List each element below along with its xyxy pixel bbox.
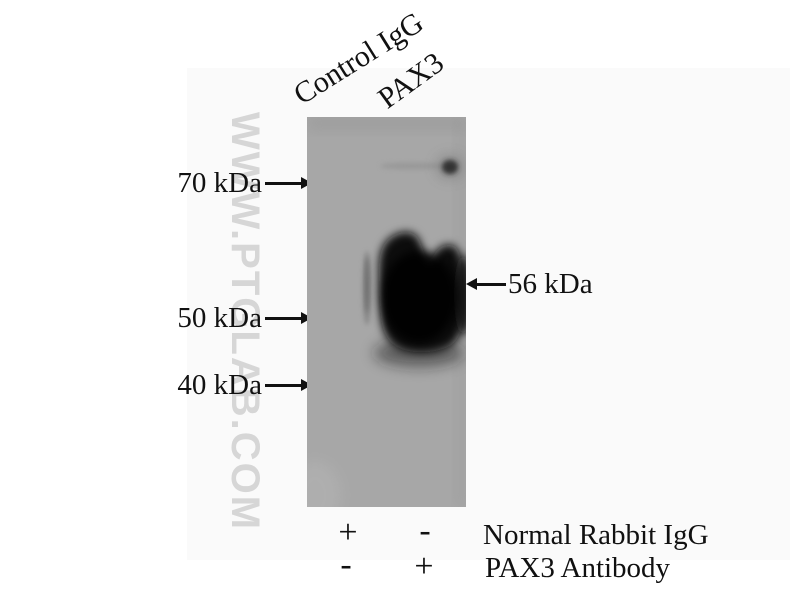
arrow-right-50kda-icon xyxy=(265,312,312,324)
sample-row-label-pax3-antibody: PAX3 Antibody xyxy=(485,552,671,584)
mw-marker-40kda: 40 kDa xyxy=(177,369,262,401)
sample-sign-row2-control: - xyxy=(340,546,352,583)
arrow-left-56kda-icon xyxy=(466,278,506,290)
blot-top-shade xyxy=(307,117,466,129)
arrow-head xyxy=(301,177,312,189)
band-56kda-right-edge xyxy=(454,255,466,335)
arrow-shaft xyxy=(475,283,506,286)
arrow-shaft xyxy=(265,182,303,185)
arrow-head xyxy=(301,379,312,391)
mw-marker-50kda: 50 kDa xyxy=(177,302,262,334)
band-56kda-core xyxy=(382,251,456,343)
streak-70kda xyxy=(380,162,444,170)
mw-marker-70kda: 70 kDa xyxy=(177,167,262,199)
control-lane-smear-core xyxy=(365,257,369,313)
sample-sign-row1-control: + xyxy=(338,514,358,551)
sample-sign-row2-pax3: + xyxy=(414,548,434,585)
watermark-text: WWW.PTGLAB.COM xyxy=(223,112,267,532)
band-annotation-56kda: 56 kDa xyxy=(508,268,593,300)
arrow-right-70kda-icon xyxy=(265,177,312,189)
blot-image xyxy=(307,117,466,507)
spot-70kda xyxy=(442,160,458,174)
blot-corner-light xyxy=(307,461,341,507)
arrow-shaft xyxy=(265,317,303,320)
sample-sign-row1-pax3: - xyxy=(419,512,431,549)
watermark-tint-block xyxy=(187,68,790,560)
arrow-head xyxy=(301,312,312,324)
sample-row-label-normal-rabbit-igg: Normal Rabbit IgG xyxy=(483,519,709,551)
arrow-head xyxy=(466,278,477,290)
arrow-shaft xyxy=(265,384,303,387)
arrow-right-40kda-icon xyxy=(265,379,312,391)
